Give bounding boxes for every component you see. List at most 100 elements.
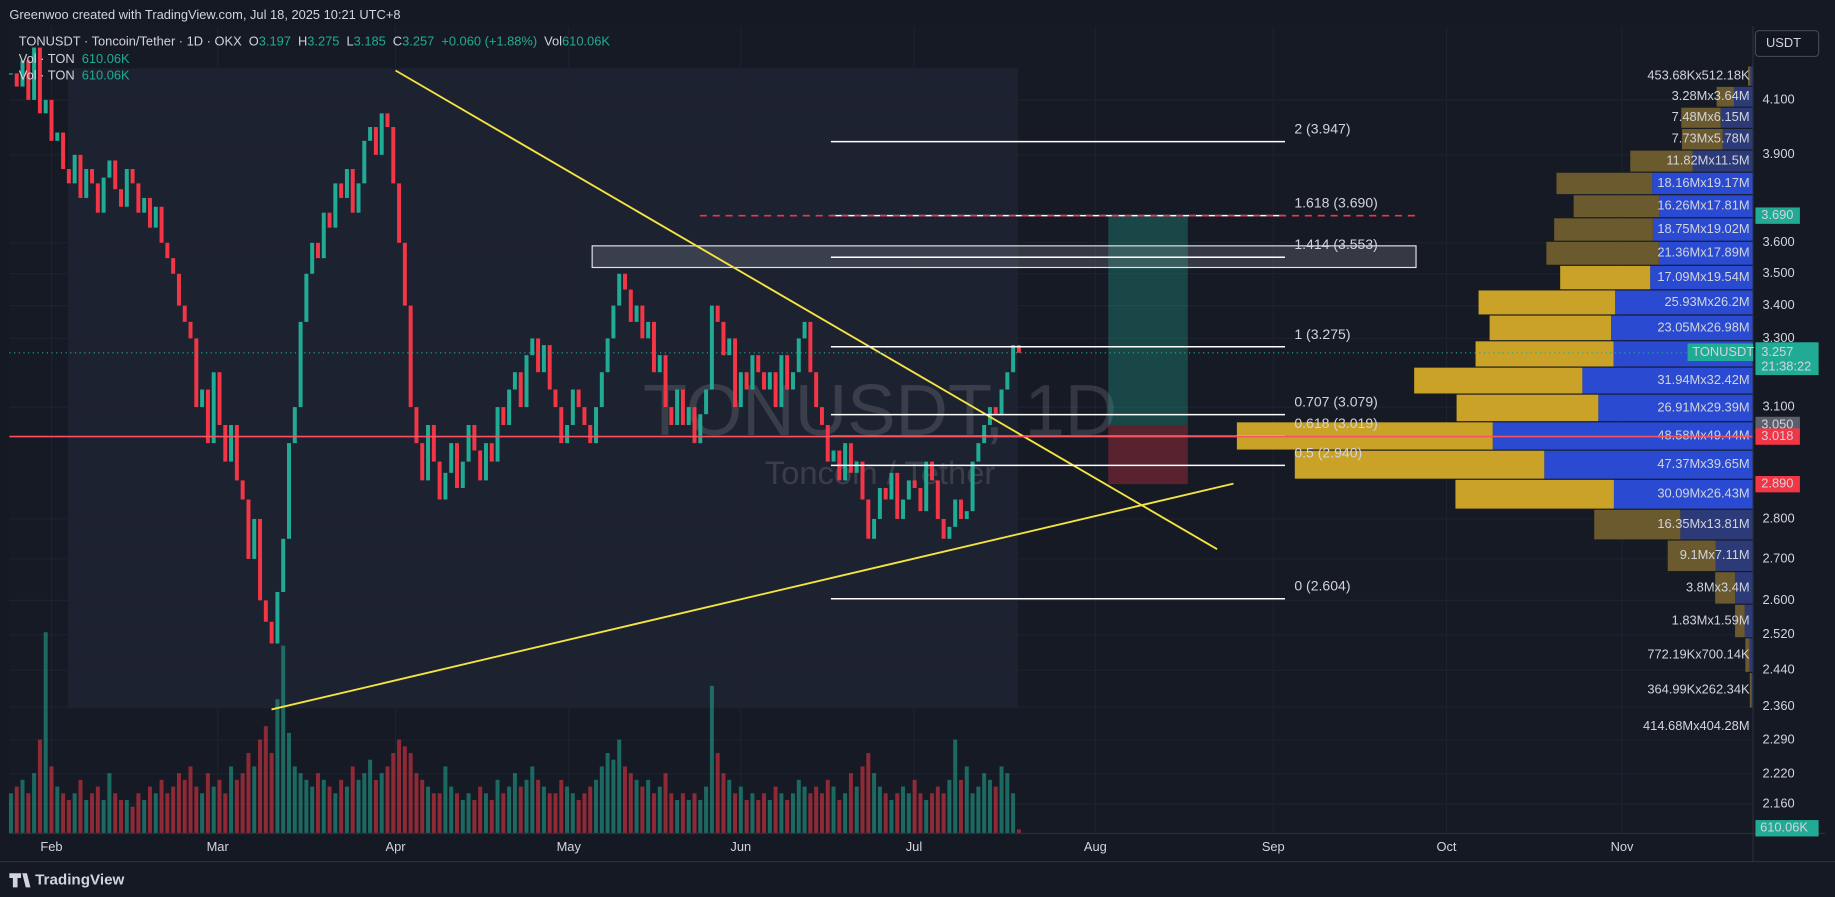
volume-bar xyxy=(1016,829,1021,834)
volume-bar xyxy=(200,793,205,834)
candle-body xyxy=(176,273,181,306)
volume-bar xyxy=(872,773,877,834)
candle-body xyxy=(90,169,95,184)
volume-bar xyxy=(240,773,245,834)
volume-bar xyxy=(26,793,31,834)
candle-body xyxy=(854,461,859,473)
currency-button[interactable] xyxy=(1754,30,1820,58)
currency-button-label[interactable]: USDT xyxy=(1766,35,1801,50)
profile-buy xyxy=(1594,509,1681,540)
y-tick-label: 4.100 xyxy=(1762,91,1794,106)
volume-bar xyxy=(860,766,865,834)
volume-bar xyxy=(298,773,303,834)
fib-label: 1 (3.275) xyxy=(1294,326,1350,342)
candle-body xyxy=(651,321,656,373)
candle-body xyxy=(738,372,743,408)
volume-bar xyxy=(669,793,674,834)
volume-bar xyxy=(808,793,813,834)
volume-bar xyxy=(159,779,164,834)
profile-label: 11.82Mx11.5M xyxy=(1666,153,1749,168)
volume-bar xyxy=(234,779,239,834)
volume-bar xyxy=(101,799,106,834)
candle-body xyxy=(495,407,500,462)
volume-bar xyxy=(344,786,349,834)
candle-body xyxy=(930,461,935,481)
candle-body xyxy=(773,372,778,408)
volume-bar xyxy=(634,779,639,834)
volume-bar xyxy=(379,773,384,834)
candle-body xyxy=(802,321,807,339)
volume-bar xyxy=(721,773,726,834)
volume-bar xyxy=(906,793,911,834)
candle-body xyxy=(941,518,946,539)
candle-body xyxy=(153,206,158,228)
profile-label: 772.19Kx700.14K xyxy=(1647,647,1750,662)
volume-bar xyxy=(536,779,541,834)
candle-body xyxy=(449,443,454,473)
volume-bar xyxy=(547,793,552,834)
volume-bar xyxy=(61,793,66,834)
chart-layer xyxy=(8,47,1754,834)
candle-body xyxy=(547,345,552,390)
profile-buy xyxy=(1455,479,1614,509)
overlay: 453.68Kx512.18K 3.28Mx3.64M 7.48Mx6.15M 7.7… xyxy=(9,67,1754,733)
candle-body xyxy=(483,443,488,481)
profile-sell xyxy=(1652,218,1754,241)
candle-body xyxy=(680,389,685,425)
candle-body xyxy=(999,389,1004,415)
candle-body xyxy=(779,355,784,408)
candle-body xyxy=(414,407,419,444)
volume-bar xyxy=(553,793,558,834)
volume-bar xyxy=(124,799,129,834)
profile-label: 7.73Mx5.78M xyxy=(1672,131,1750,146)
volume-bar xyxy=(831,786,836,834)
profile-label: 18.75Mx19.02M xyxy=(1657,221,1749,236)
profile-sell xyxy=(1598,394,1754,422)
profile-buy xyxy=(1475,341,1614,367)
volume-bar xyxy=(292,766,297,834)
candle-body xyxy=(964,511,969,519)
volume-bar xyxy=(727,779,732,834)
y-tick-label: 2.700 xyxy=(1762,550,1794,565)
fib-label: 1.414 (3.553) xyxy=(1294,236,1377,252)
candle-body xyxy=(72,154,77,184)
volume-bar xyxy=(414,773,419,834)
profile-label: 3.28Mx3.64M xyxy=(1672,88,1750,103)
profile-sell xyxy=(1680,509,1754,540)
volume-bar xyxy=(773,786,778,834)
candle-body xyxy=(657,355,662,373)
candle-body xyxy=(321,212,326,259)
volume-bar xyxy=(385,766,390,834)
candle-body xyxy=(906,480,911,500)
candle-body xyxy=(84,169,89,198)
volume-bar xyxy=(246,753,251,834)
volume-bar xyxy=(304,779,309,834)
volume-bar xyxy=(675,799,680,834)
volume-bar xyxy=(541,786,546,834)
volume-bar xyxy=(738,786,743,834)
ohlc-value: 3.257 xyxy=(402,34,434,49)
volume-bar xyxy=(901,786,906,834)
profile-sell xyxy=(1692,150,1754,172)
profile-sell xyxy=(1544,450,1754,479)
profile-label: 3.8Mx3.4M xyxy=(1686,579,1750,594)
volume-bar xyxy=(785,799,790,834)
volume-bar xyxy=(310,786,315,834)
volume-bar xyxy=(321,779,326,834)
candle-body xyxy=(315,242,320,259)
candle-body xyxy=(14,73,19,87)
candle-body xyxy=(408,305,413,408)
volume-bar xyxy=(588,786,593,834)
candle-body xyxy=(790,372,795,390)
candle-body xyxy=(924,461,929,512)
volume-bar xyxy=(408,753,413,834)
volume-bar xyxy=(924,799,929,834)
candle-body xyxy=(252,518,257,559)
profile-buy xyxy=(1546,241,1659,265)
candle-body xyxy=(831,450,836,462)
candle-body xyxy=(397,183,402,243)
vol-value: 610.06K xyxy=(562,34,610,49)
volume-bar xyxy=(524,779,529,834)
volume-bar xyxy=(78,779,83,834)
volume-bar xyxy=(999,766,1004,834)
